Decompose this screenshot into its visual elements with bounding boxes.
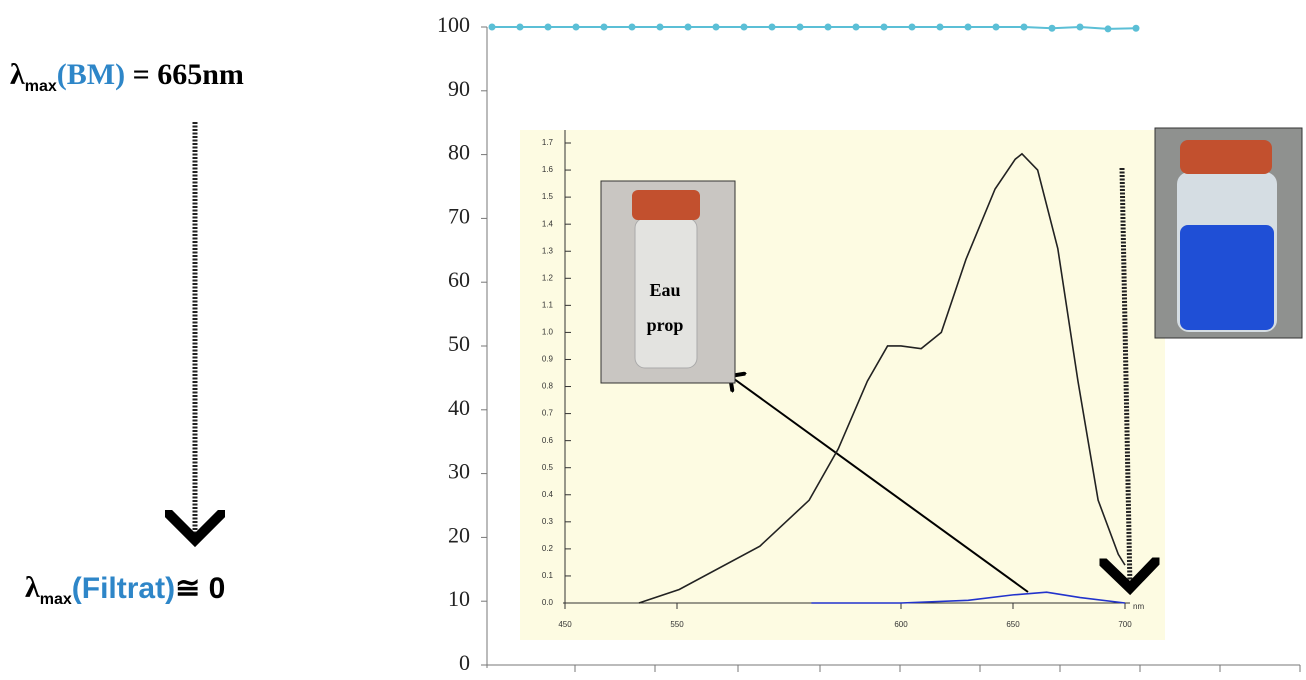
y-tick-label: 60 (448, 267, 470, 292)
y-tick-label: 0.3 (542, 517, 554, 526)
line (492, 25, 1137, 30)
y-tick-label: 0.7 (542, 409, 554, 418)
marker (768, 23, 776, 31)
y-tick-label: 50 (448, 331, 470, 356)
name: (BM) (57, 58, 125, 91)
dotted-arrow (1122, 167, 1130, 588)
symbol: λ (25, 571, 40, 604)
y-tick-label: 20 (448, 522, 470, 547)
y-tick-label: 70 (448, 203, 470, 228)
y-tick-label: 10 (448, 586, 470, 611)
y-tick-label: 100 (437, 12, 470, 37)
y-tick-label: 1.6 (542, 165, 554, 174)
y-tick-label: 1.7 (542, 138, 554, 147)
y-tick-label: 30 (448, 459, 470, 484)
photo-blue-bottle (1154, 127, 1303, 339)
marker (880, 23, 888, 31)
y-tick-label: 0.6 (542, 436, 554, 445)
marker (1048, 24, 1056, 32)
pointer-arrow (730, 376, 1029, 593)
marker (796, 23, 804, 31)
y-tick-label: 0 (459, 650, 470, 675)
photo-label: prop (647, 315, 684, 335)
x-tick-label: 450 (558, 620, 572, 629)
y-tick-label: 0.8 (542, 382, 554, 391)
marker (1104, 25, 1112, 33)
y-tick-label: 0.1 (542, 571, 554, 580)
line (638, 152, 1126, 604)
marker (516, 23, 524, 31)
marker (712, 23, 720, 31)
marker (1020, 23, 1028, 31)
x-tick-label: 550 (670, 620, 684, 629)
marker (964, 23, 972, 31)
marker (544, 23, 552, 31)
x-tick-label: 700 (1118, 620, 1132, 629)
y-tick-label: 80 (448, 140, 470, 165)
marker (852, 23, 860, 31)
value: ≅ 0 (175, 572, 225, 605)
photo-clear-bottle: Eau prop (600, 180, 736, 384)
y-tick-label: 1.3 (542, 246, 554, 255)
y-tick-label: 0.4 (542, 490, 554, 499)
marker (740, 23, 748, 31)
y-tick-label: 1.1 (542, 300, 554, 309)
y-tick-label: 1.5 (542, 192, 554, 201)
x-axis-ticks (574, 665, 1301, 672)
y-tick-label: 0.9 (542, 355, 554, 364)
marker (1132, 24, 1140, 32)
name: (Filtrat) (72, 572, 175, 605)
symbol: λ (10, 58, 25, 91)
x-tick-label: 600 (894, 620, 908, 629)
value: = 665nm (125, 58, 244, 91)
bm-annotation: λmax(BM) = 665nm (10, 58, 244, 95)
x-axis-unit: nm (1133, 602, 1144, 611)
marker (1076, 23, 1084, 31)
marker (684, 23, 692, 31)
marker (824, 23, 832, 31)
photo-label: Eau (649, 280, 680, 300)
marker (600, 23, 608, 31)
marker (908, 23, 916, 31)
filtrat-annotation: λmax(Filtrat)≅ 0 (25, 571, 225, 608)
y-tick-label: 90 (448, 76, 470, 101)
marker (992, 23, 1000, 31)
subscript: max (40, 591, 72, 608)
line (811, 591, 1126, 604)
marker (936, 23, 944, 31)
marker (488, 23, 496, 31)
y-tick-label: 1.4 (542, 219, 554, 228)
y-tick-label: 40 (448, 395, 470, 420)
marker (572, 23, 580, 31)
y-tick-label: 1.2 (542, 273, 554, 282)
x-tick-label: 650 (1006, 620, 1020, 629)
y-tick-label: 0.2 (542, 544, 554, 553)
marker (628, 23, 636, 31)
y-tick-label: 0.5 (542, 463, 554, 472)
y-tick-label: 0.0 (542, 598, 554, 607)
marker (656, 23, 664, 31)
y-tick-label: 1.0 (542, 328, 554, 337)
subscript: max (25, 78, 57, 95)
